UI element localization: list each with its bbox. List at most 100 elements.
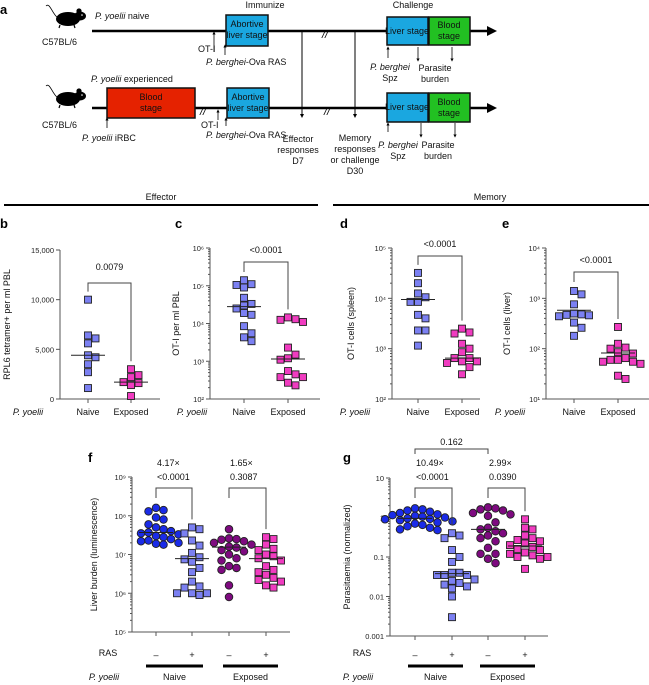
data-point xyxy=(284,313,292,322)
data-point xyxy=(636,359,645,368)
data-point xyxy=(577,290,586,299)
y-axis-label: OT-I cells (liver) xyxy=(502,292,512,355)
data-point xyxy=(450,329,459,338)
data-point xyxy=(448,613,456,622)
y-tick-label: 0.01 xyxy=(369,593,384,602)
memory-tp-l3: or challenge xyxy=(330,155,379,165)
data-point xyxy=(269,573,278,582)
data-point xyxy=(84,295,92,304)
data-point xyxy=(570,318,578,327)
data-point xyxy=(483,554,493,564)
data-point xyxy=(232,534,241,544)
data-point xyxy=(254,576,263,584)
data-point xyxy=(84,360,92,369)
ras-value: + xyxy=(189,650,194,660)
data-point xyxy=(247,329,256,338)
row1-liver-label: Liver stage xyxy=(385,26,429,36)
y-tick-label: 5,000 xyxy=(35,345,54,354)
data-point xyxy=(410,504,420,513)
row2-blood-stage-box xyxy=(106,87,196,119)
data-point xyxy=(473,357,481,366)
data-point xyxy=(458,370,466,379)
data-point xyxy=(536,554,544,563)
data-point xyxy=(448,557,456,566)
y-tick-label: 10⁹ xyxy=(114,473,126,482)
data-point xyxy=(232,563,241,573)
data-point xyxy=(463,571,471,579)
p-value-label: <0.0001 xyxy=(416,472,449,482)
data-point xyxy=(277,556,285,565)
data-point xyxy=(506,510,515,519)
row2-abortive-l2: liver stage xyxy=(227,103,268,113)
y-tick-label: 10⁵ xyxy=(115,628,126,637)
row2-abortive-box xyxy=(226,87,270,119)
data-point xyxy=(425,514,435,524)
data-point xyxy=(240,293,248,302)
data-point xyxy=(188,548,196,557)
data-point xyxy=(521,539,529,548)
data-point xyxy=(476,533,485,543)
p-value-label: 0.162 xyxy=(440,437,463,447)
y-tick-label: 10³ xyxy=(375,345,386,354)
y-tick-label: 10⁴ xyxy=(374,294,386,303)
row2-oti: OT-I xyxy=(201,120,219,130)
data-point xyxy=(440,571,449,579)
immunize-label: Immunize xyxy=(245,0,284,10)
data-point xyxy=(188,557,196,566)
data-point xyxy=(468,508,478,518)
data-point xyxy=(262,570,270,579)
data-point xyxy=(414,326,422,335)
row1-blood-l1: Blood xyxy=(437,20,460,30)
data-point xyxy=(491,549,500,559)
data-point xyxy=(254,568,263,577)
data-point xyxy=(406,297,415,306)
ras-value: – xyxy=(412,650,417,660)
row2-blood-stage-l1: Blood xyxy=(139,92,162,102)
panel-letter-f: f xyxy=(88,450,93,465)
data-point xyxy=(232,554,241,563)
data-point xyxy=(585,311,593,320)
y-axis-label: OT-I cells (spleen) xyxy=(346,287,356,360)
data-point xyxy=(159,505,168,515)
data-point xyxy=(239,547,249,556)
data-point xyxy=(614,323,622,331)
row1-burden-l1: Parasite xyxy=(418,63,451,73)
data-point xyxy=(159,524,168,534)
data-point xyxy=(621,375,630,383)
data-point xyxy=(483,523,493,533)
data-point xyxy=(291,350,300,359)
data-point xyxy=(173,589,181,598)
data-point xyxy=(224,550,234,559)
data-point xyxy=(188,568,196,577)
data-point xyxy=(506,549,514,558)
data-point xyxy=(269,583,278,592)
y-tick-label: 0.001 xyxy=(365,632,384,641)
p-value-label: 1.65× xyxy=(230,458,253,468)
ras-value: + xyxy=(449,650,454,660)
category-label-naive: Naive xyxy=(562,407,585,417)
data-point xyxy=(491,537,500,546)
y-tick-label: 0 xyxy=(50,395,54,404)
data-point xyxy=(262,540,270,549)
y-axis-label: Liver burden (luminescence) xyxy=(89,498,99,612)
row2-burden-l1: Parasite xyxy=(421,140,454,150)
p-value-label: 2.99× xyxy=(489,458,512,468)
category-label-naive: Naive xyxy=(232,407,255,417)
chart-f: f 10⁵ 10⁶ 10⁷ 10⁸ 10⁹ Liver burden (luminescen… xyxy=(88,450,290,682)
data-point xyxy=(433,525,442,535)
data-point xyxy=(195,563,204,572)
data-point xyxy=(247,310,256,319)
row1-blood-l2: stage xyxy=(438,31,460,41)
data-point xyxy=(528,551,537,560)
panel-letter-e: e xyxy=(502,216,509,231)
data-point xyxy=(521,564,529,573)
data-point xyxy=(144,507,153,516)
data-point xyxy=(562,310,571,319)
data-point xyxy=(159,532,168,542)
data-point xyxy=(621,343,630,352)
time-break-icon: // xyxy=(199,106,207,118)
data-point xyxy=(262,533,270,542)
data-point xyxy=(224,524,234,534)
data-point xyxy=(84,384,92,393)
data-point xyxy=(240,301,248,310)
